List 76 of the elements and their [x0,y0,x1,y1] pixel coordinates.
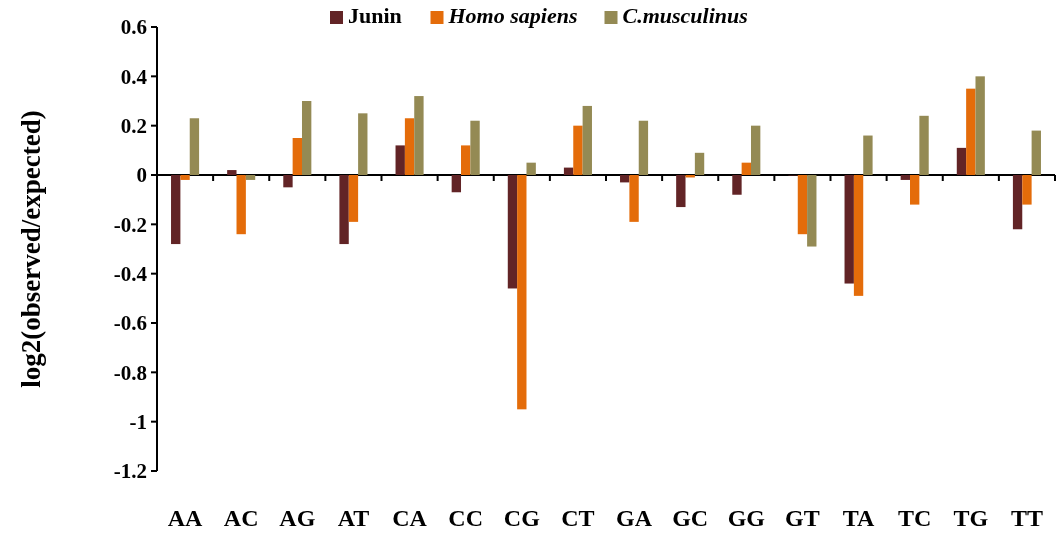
bar [966,88,976,175]
y-tick-label: -1.2 [113,459,147,484]
x-tick-label: AA [167,505,204,531]
y-tick-label: -0.8 [113,360,147,385]
bar [807,175,817,247]
legend-label: Junin [348,3,402,28]
bar [283,175,293,188]
y-tick-label: -0.4 [113,262,148,287]
legend-label: C.musculinus [622,3,748,28]
bar [339,175,349,245]
x-tick-label: CT [561,505,595,531]
bar [676,175,686,208]
bar [292,138,302,175]
x-tick-label: GT [785,505,820,531]
bar [507,175,518,289]
bar [517,175,527,410]
x-tick-label: AC [223,505,259,531]
x-tick-label: CG [503,505,541,531]
x-tick-label: CC [448,505,484,531]
bar [348,175,359,222]
bar [900,175,911,180]
bar [1012,175,1023,230]
bar [956,147,967,175]
bar [863,135,873,175]
bar [227,170,237,175]
y-tick-label: -1 [129,410,147,435]
bar [563,167,574,175]
y-tick-label: 0.2 [120,114,147,139]
legend-label: Homo sapiens [447,3,578,28]
bar [1031,130,1041,175]
x-tick-label: TA [842,505,876,531]
bar [853,175,864,296]
bar [620,175,630,183]
bar [404,118,415,175]
bar [573,125,583,175]
bar [358,113,368,175]
bar [236,175,246,235]
y-tick-label: -0.6 [113,311,147,336]
bar [919,115,929,175]
x-tick-label: CA [392,505,428,531]
bar [301,101,312,175]
bar [526,162,536,175]
bar [189,118,200,175]
bar [245,175,256,180]
bar [461,145,471,175]
y-axis-title: log2(observed/expected) [16,110,46,388]
x-tick-label: TC [898,505,932,531]
x-tick-label: TG [953,505,989,531]
x-tick-label: GC [672,505,709,531]
x-tick-label: GA [616,505,653,531]
x-tick-label: GG [727,505,766,531]
bar [797,175,808,235]
bar [750,125,761,175]
y-tick-label: 0.4 [120,64,148,89]
x-tick-label: TT [1010,505,1043,531]
y-tick-label: 0 [136,163,147,188]
y-tick-label: -0.2 [113,212,147,237]
bar [395,145,405,175]
bar [414,96,424,175]
bar [975,76,985,175]
bar [741,162,751,175]
bar [451,175,462,193]
bar [694,152,705,175]
bar [638,120,649,175]
bar [470,120,480,175]
bar [844,175,854,284]
x-tick-label: AG [279,505,316,531]
bar [910,175,920,205]
y-tick-label: 0.6 [120,15,147,40]
bar [171,175,181,245]
bar [582,105,592,175]
x-tick-label: AT [337,505,370,531]
bar [732,175,742,195]
bar [1022,175,1032,205]
bar [180,175,190,180]
bar [629,175,639,222]
